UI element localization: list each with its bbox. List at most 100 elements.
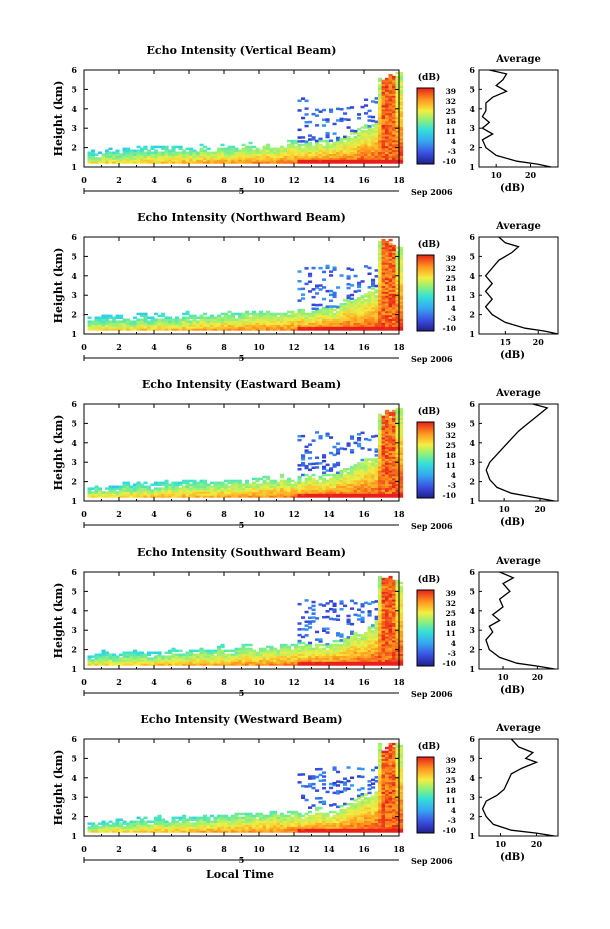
echo-cell: [385, 597, 390, 600]
echo-cell: [283, 495, 288, 498]
echo-cell: [367, 137, 372, 141]
echo-cell: [297, 438, 302, 442]
echo-cell: [381, 252, 386, 255]
echo-cell: [287, 153, 292, 156]
echo-cell: [399, 128, 404, 131]
echo-cell: [140, 320, 145, 323]
echo-cell: [245, 491, 250, 494]
echo-cell: [350, 153, 355, 156]
average-y-tick-label: 6: [469, 399, 475, 409]
echo-cell: [346, 653, 351, 656]
echo-cell: [273, 487, 278, 490]
echo-cell: [304, 473, 309, 477]
echo-cell: [287, 316, 292, 319]
echo-cell: [385, 141, 390, 145]
echo-cell: [395, 466, 400, 469]
echo-cell: [227, 649, 232, 653]
echo-cell: [315, 495, 320, 498]
echo-cell: [392, 653, 397, 656]
echo-cell: [154, 149, 159, 152]
echo-cell: [318, 308, 323, 312]
echo-cell: [381, 143, 386, 147]
echo-cell: [280, 312, 285, 316]
echo-cell: [301, 324, 306, 327]
echo-cell: [364, 460, 369, 463]
echo-cell: [381, 452, 386, 455]
echo-cell: [381, 132, 386, 135]
echo-cell: [367, 147, 372, 151]
echo-cell: [385, 641, 390, 645]
echo-cell: [378, 153, 383, 156]
echo-cell: [112, 155, 117, 158]
echo-cell: [199, 324, 204, 327]
echo-cell: [350, 437, 355, 440]
echo-cell: [210, 151, 215, 154]
echo-cell: [374, 275, 379, 278]
echo-cell: [189, 653, 194, 656]
echo-cell: [297, 663, 302, 666]
echo-cell: [241, 328, 246, 331]
echo-cell: [262, 312, 267, 316]
echo-cell: [112, 661, 117, 664]
echo-cell: [161, 159, 166, 162]
echo-cell: [399, 446, 404, 450]
echo-cell: [378, 99, 383, 102]
echo-cell: [378, 440, 383, 444]
echo-cell: [164, 485, 169, 488]
echo-cell: [315, 483, 320, 486]
echo-cell: [140, 314, 145, 318]
echo-cell: [308, 606, 313, 610]
echo-cell: [276, 483, 281, 486]
echo-cell: [220, 151, 225, 154]
echo-cell: [392, 114, 397, 118]
echo-cell: [255, 653, 260, 656]
echo-cell: [315, 489, 320, 492]
echo-cell: [395, 589, 400, 592]
echo-cell: [399, 248, 404, 252]
echo-cell: [346, 137, 351, 141]
echo-cell: [378, 91, 383, 94]
echo-cell: [381, 577, 386, 581]
echo-cell: [318, 435, 323, 438]
echo-cell: [238, 157, 243, 160]
echo-cell: [238, 661, 243, 664]
echo-cell: [385, 83, 390, 87]
echo-cell: [395, 303, 400, 306]
echo-cell: [399, 149, 404, 152]
echo-cell: [392, 99, 397, 102]
echo-cell: [385, 137, 390, 141]
echo-cell: [192, 659, 197, 662]
echo-cell: [350, 149, 355, 152]
echo-cell: [276, 159, 281, 162]
echo-cell: [287, 318, 292, 321]
echo-cell: [283, 316, 288, 319]
echo-cell: [322, 454, 327, 457]
echo-cell: [304, 464, 309, 468]
echo-cell: [192, 326, 197, 329]
y-tick-label: 5: [71, 586, 77, 596]
echo-cell: [371, 481, 376, 485]
echo-cell: [343, 475, 348, 479]
echo-cell: [227, 479, 232, 483]
echo-cell: [304, 651, 309, 654]
echo-cell: [343, 149, 348, 152]
echo-cell: [91, 328, 96, 331]
echo-cell: [378, 248, 383, 252]
echo-cell: [318, 603, 323, 606]
echo-cell: [308, 489, 313, 492]
echo-cell: [224, 161, 229, 164]
echo-cell: [304, 634, 309, 637]
echo-cell: [374, 462, 379, 465]
echo-cell: [315, 161, 320, 164]
echo-cell: [206, 653, 211, 656]
echo-cell: [227, 153, 232, 156]
echo-cell: [311, 155, 316, 158]
echo-cell: [280, 659, 285, 662]
echo-cell: [360, 466, 365, 469]
echo-cell: [294, 657, 299, 660]
echo-cell: [276, 651, 281, 654]
echo-cell: [101, 153, 106, 156]
echo-cell: [378, 663, 383, 666]
echo-cell: [136, 483, 141, 486]
echo-cell: [227, 485, 232, 488]
